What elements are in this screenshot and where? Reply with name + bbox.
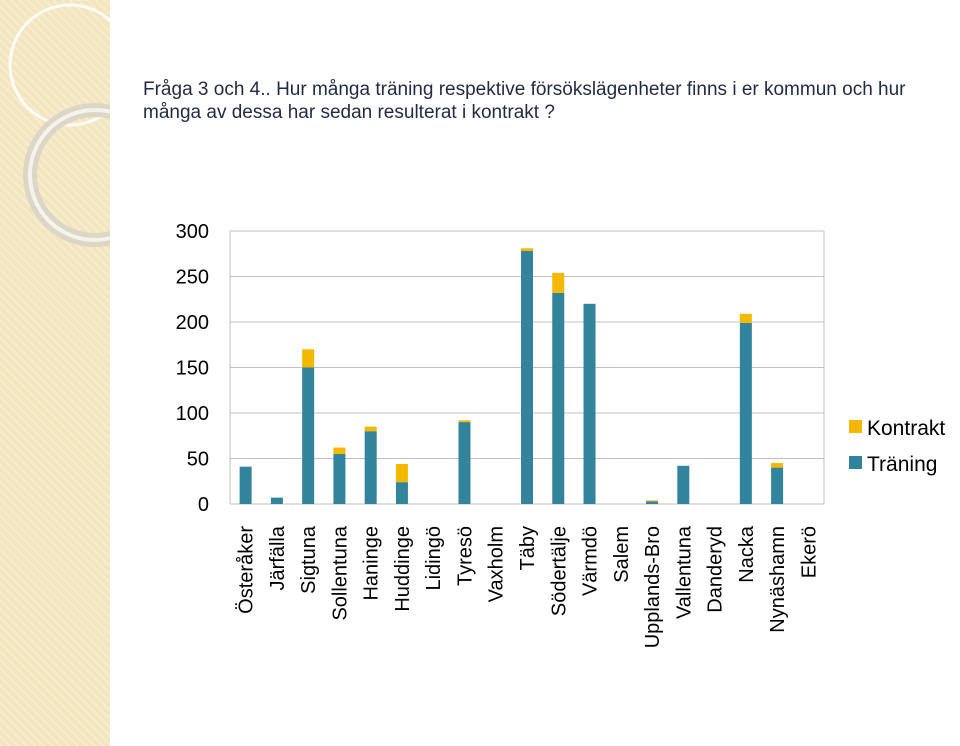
x-tick-label: Täby — [517, 526, 539, 570]
bar-segment-traning — [583, 303, 596, 504]
bar-segment-kontrakt — [395, 463, 408, 483]
legend-label: Kontrakt — [867, 417, 945, 440]
x-tick-label: Vaxholm — [486, 526, 508, 602]
x-tick-label: Huddinge — [392, 526, 414, 612]
x-tick-label: Nynäshamn — [767, 526, 789, 633]
x-tick-label: Danderyd — [705, 526, 727, 613]
y-tick-label: 150 — [176, 358, 209, 380]
bar-segment-traning — [458, 422, 471, 504]
bar-segment-traning — [239, 466, 252, 504]
bar-segment-kontrakt — [771, 463, 784, 468]
bar-segment-kontrakt — [364, 426, 377, 432]
x-tick-label: Järfälla — [267, 525, 289, 590]
decorative-side-panel — [0, 0, 110, 746]
bar-segment-traning — [333, 453, 346, 504]
bar-segment-traning — [771, 467, 784, 504]
bar-segment-traning — [552, 292, 565, 504]
legend-label: Träning — [867, 453, 937, 476]
x-tick-label: Salem — [611, 526, 633, 583]
x-tick-label: Ekerö — [798, 526, 820, 578]
bar-segment-traning — [270, 497, 283, 504]
y-tick-label: 100 — [176, 403, 209, 425]
bar-segment-kontrakt — [739, 313, 752, 323]
x-tick-label: Sigtuna — [298, 525, 320, 594]
bar-segment-kontrakt — [333, 447, 346, 454]
x-tick-label: Tyresö — [454, 526, 476, 586]
slide-title: Fråga 3 och 4.. Hur många träning respek… — [143, 79, 906, 123]
y-tick-label: 0 — [198, 494, 209, 516]
y-tick-label: 200 — [176, 312, 209, 334]
x-tick-label: Södertälje — [548, 526, 570, 616]
x-tick-label: Haninge — [361, 526, 383, 601]
x-tick-label: Upplands-Bro — [642, 526, 664, 648]
bar-segment-kontrakt — [302, 349, 315, 368]
y-tick-label: 300 — [176, 221, 209, 243]
bar-segment-kontrakt — [521, 248, 533, 252]
x-tick-label: Österåker — [236, 526, 258, 614]
legend-swatch — [849, 456, 862, 469]
bar-segment-traning — [646, 501, 659, 504]
x-tick-label: Lidingö — [423, 526, 445, 591]
bar-segment-traning — [739, 322, 752, 504]
decorative-rings — [8, 3, 110, 247]
x-tick-label: Sollentuna — [329, 525, 351, 620]
x-tick-label: Vallentuna — [673, 525, 695, 619]
bar-segment-kontrakt — [458, 420, 471, 423]
bar-segment-traning — [364, 431, 377, 504]
legend-swatch — [849, 420, 862, 433]
bar-segment-kontrakt — [646, 500, 659, 502]
y-tick-label: 250 — [176, 267, 209, 289]
x-tick-label: Nacka — [736, 525, 758, 583]
x-tick-label: Värmdö — [580, 526, 602, 596]
y-tick-label: 50 — [187, 449, 209, 471]
bar-segment-traning — [395, 482, 408, 504]
bar-segment-kontrakt — [552, 272, 565, 293]
bar-segment-traning — [302, 367, 315, 504]
bar-segment-traning — [677, 465, 690, 504]
bar-segment-traning — [521, 251, 533, 504]
